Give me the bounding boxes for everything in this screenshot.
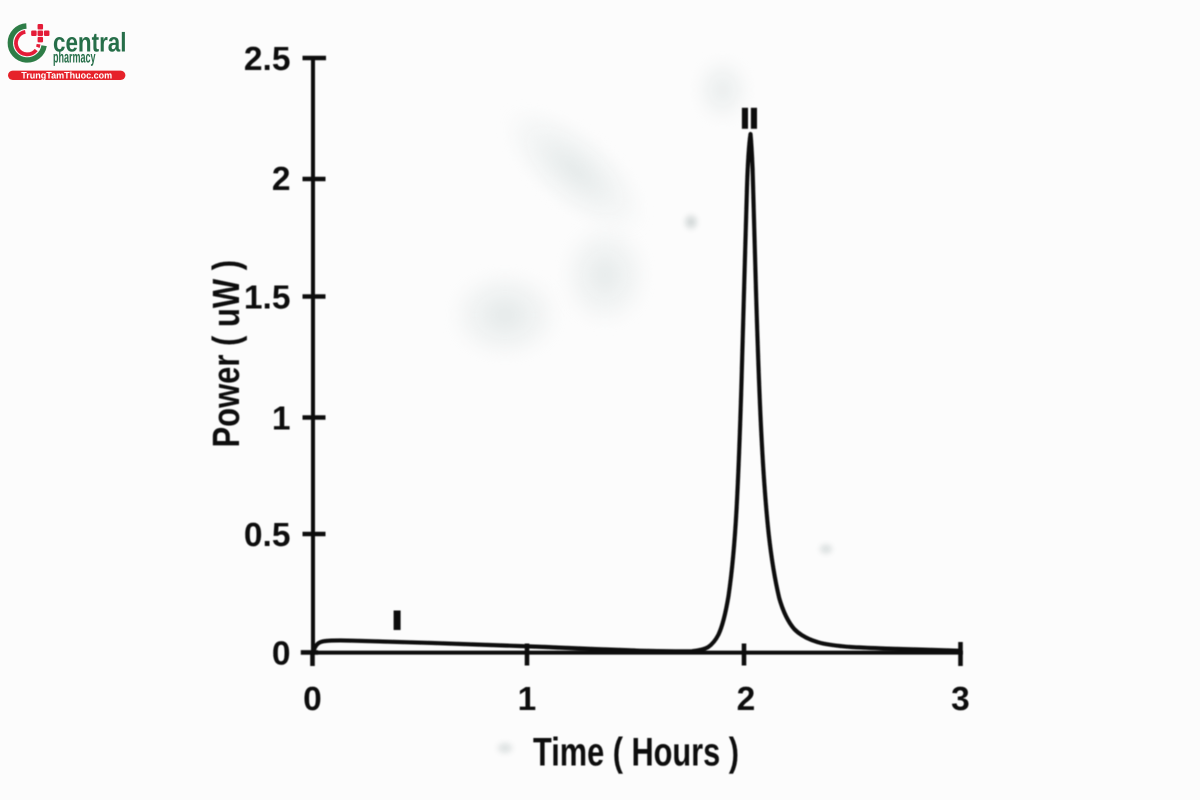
svg-text:1: 1 [272, 401, 291, 438]
svg-text:0: 0 [272, 636, 291, 673]
svg-text:1.5: 1.5 [244, 280, 291, 317]
svg-text:Time ( Hours ): Time ( Hours ) [533, 731, 739, 775]
svg-text:2: 2 [272, 161, 291, 198]
svg-text:2.5: 2.5 [244, 41, 291, 78]
svg-text:0: 0 [303, 681, 322, 718]
svg-text:2: 2 [737, 681, 756, 718]
svg-text:1: 1 [518, 681, 537, 718]
svg-text:3: 3 [951, 681, 970, 718]
svg-text:pharmacy: pharmacy [53, 49, 96, 66]
svg-text:TrungTamThuoc.com: TrungTamThuoc.com [21, 71, 112, 82]
svg-text:Power ( uW ): Power ( uW ) [206, 260, 248, 448]
svg-text:central: central [53, 27, 126, 57]
svg-text:0.5: 0.5 [244, 517, 291, 554]
